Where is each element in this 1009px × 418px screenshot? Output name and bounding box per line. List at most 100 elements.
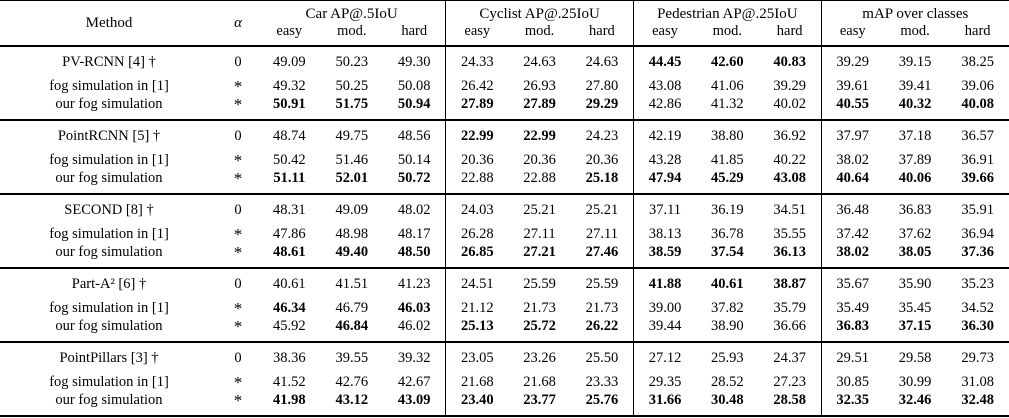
value-cell: 41.88: [633, 267, 697, 299]
value-cell: 40.64: [836, 170, 870, 186]
value-cell: 48.02: [383, 193, 447, 225]
value-cell: 38.13: [648, 226, 682, 242]
table-row: PointPillars [3] † 0 38.36 39.55 39.32 23.05 2…: [0, 341, 1009, 373]
value-cell: 34.52: [961, 300, 994, 316]
value-cell: 27.11: [570, 225, 634, 244]
subheader-pedestrian-easy: easy: [633, 23, 697, 47]
value-cell: 25.93: [696, 341, 759, 373]
value-cell: 48.17: [383, 225, 447, 244]
value-cell: 40.22: [758, 151, 822, 170]
value-cell: 38.25: [946, 45, 1009, 77]
value-cell: 27.21: [523, 244, 556, 260]
method-cell: SECOND [8] †: [0, 193, 218, 225]
value-cell: 35.90: [883, 267, 947, 299]
value-cell: 24.03: [445, 193, 509, 225]
value-cell: 37.62: [898, 226, 932, 242]
value-cell: 36.92: [758, 119, 822, 151]
value-cell: 51.11: [273, 170, 306, 186]
value-cell: 44.45: [633, 45, 697, 77]
table-row: fog simulation in [1] * 47.86 48.98 48.17 26.…: [0, 225, 1009, 244]
value-cell: 35.23: [946, 267, 1009, 299]
value-cell: 39.06: [961, 78, 994, 94]
value-cell: 22.88: [523, 170, 556, 186]
value-cell: 24.51: [445, 267, 509, 299]
value-cell: 49.09: [320, 193, 384, 225]
subheader-cyclist-easy: easy: [445, 23, 509, 47]
value-cell: 43.08: [758, 170, 822, 194]
alpha-cell: *: [233, 392, 243, 410]
value-cell: 42.60: [696, 45, 759, 77]
value-cell: 35.67: [821, 267, 884, 299]
value-cell: 50.25: [335, 78, 369, 94]
value-cell: 43.28: [648, 152, 682, 168]
alpha-cell: *: [233, 225, 243, 244]
value-cell: 48.31: [258, 193, 321, 225]
method-cell: Part-A² [6] †: [0, 267, 218, 299]
value-cell: 41.32: [711, 96, 744, 112]
subheader-car-easy: easy: [258, 23, 321, 47]
value-cell: 40.61: [258, 267, 321, 299]
value-cell: 46.02: [383, 318, 447, 342]
value-cell: 39.55: [320, 341, 384, 373]
value-cell: 38.02: [836, 244, 870, 260]
value-cell: 43.09: [383, 392, 447, 416]
value-cell: 23.33: [570, 373, 634, 392]
value-cell: 28.52: [711, 374, 744, 390]
value-cell: 31.08: [961, 374, 994, 390]
header-row-groups: Method α Car AP@.5IoU Cyclist AP@.25IoU …: [0, 0, 1009, 47]
value-cell: 34.51: [758, 193, 822, 225]
value-cell: 35.55: [758, 225, 822, 244]
value-cell: 49.30: [383, 45, 447, 77]
method-cell: our fog simulation: [55, 170, 163, 186]
value-cell: 52.01: [335, 170, 369, 186]
value-cell: 35.79: [758, 299, 822, 318]
method-cell: our fog simulation: [55, 96, 163, 112]
value-cell: 39.00: [648, 300, 682, 316]
group-header-pedestrian: Pedestrian AP@.25IoU: [633, 0, 822, 23]
table-body: PV-RCNN [4] † 0 49.09 50.23 49.30 24.33 24.63 2…: [0, 45, 1009, 416]
alpha-cell: 0: [218, 267, 258, 299]
value-cell: 40.61: [696, 267, 759, 299]
value-cell: 29.58: [883, 341, 947, 373]
value-cell: 48.74: [258, 119, 321, 151]
value-cell: 50.91: [272, 96, 306, 112]
value-cell: 29.35: [648, 374, 682, 390]
value-cell: 32.48: [961, 392, 994, 408]
table-row: PointRCNN [5] † 0 48.74 49.75 48.56 22.99 22.9…: [0, 119, 1009, 151]
alpha-cell: *: [233, 77, 243, 96]
table-row: our fog simulation * 50.91 51.75 50.94 27.89 2…: [0, 96, 1009, 120]
value-cell: 41.51: [320, 267, 384, 299]
value-cell: 41.98: [272, 392, 306, 408]
subheader-cyclist-mod: mod.: [508, 23, 571, 47]
value-cell: 38.90: [711, 318, 744, 334]
value-cell: 25.18: [570, 170, 634, 194]
value-cell: 40.83: [758, 45, 822, 77]
subheader-pedestrian-mod: mod.: [696, 23, 759, 47]
alpha-column-header: α: [218, 0, 258, 47]
method-cell: PointPillars [3] †: [0, 341, 218, 373]
value-cell: 49.40: [335, 244, 369, 260]
value-cell: 25.59: [570, 267, 634, 299]
value-cell: 38.36: [258, 341, 321, 373]
value-cell: 42.67: [383, 373, 447, 392]
value-cell: 35.49: [836, 300, 870, 316]
value-cell: 26.22: [570, 318, 634, 342]
table-row: Part-A² [6] † 0 40.61 41.51 41.23 24.51 25.59 2…: [0, 267, 1009, 299]
value-cell: 37.82: [711, 300, 744, 316]
value-cell: 40.55: [836, 96, 870, 112]
value-cell: 36.19: [696, 193, 759, 225]
value-cell: 21.73: [570, 299, 634, 318]
value-cell: 31.66: [648, 392, 682, 408]
value-cell: 25.72: [523, 318, 556, 334]
value-cell: 25.76: [570, 392, 634, 416]
value-cell: 36.48: [821, 193, 884, 225]
value-cell: 20.36: [460, 152, 494, 168]
value-cell: 26.93: [523, 78, 556, 94]
table-row: our fog simulation * 48.61 49.40 48.50 26.85 2…: [0, 244, 1009, 268]
value-cell: 35.45: [898, 300, 932, 316]
alpha-cell: 0: [218, 193, 258, 225]
value-cell: 27.11: [523, 226, 556, 242]
method-cell: PointRCNN [5] †: [0, 119, 218, 151]
value-cell: 36.94: [961, 226, 994, 242]
